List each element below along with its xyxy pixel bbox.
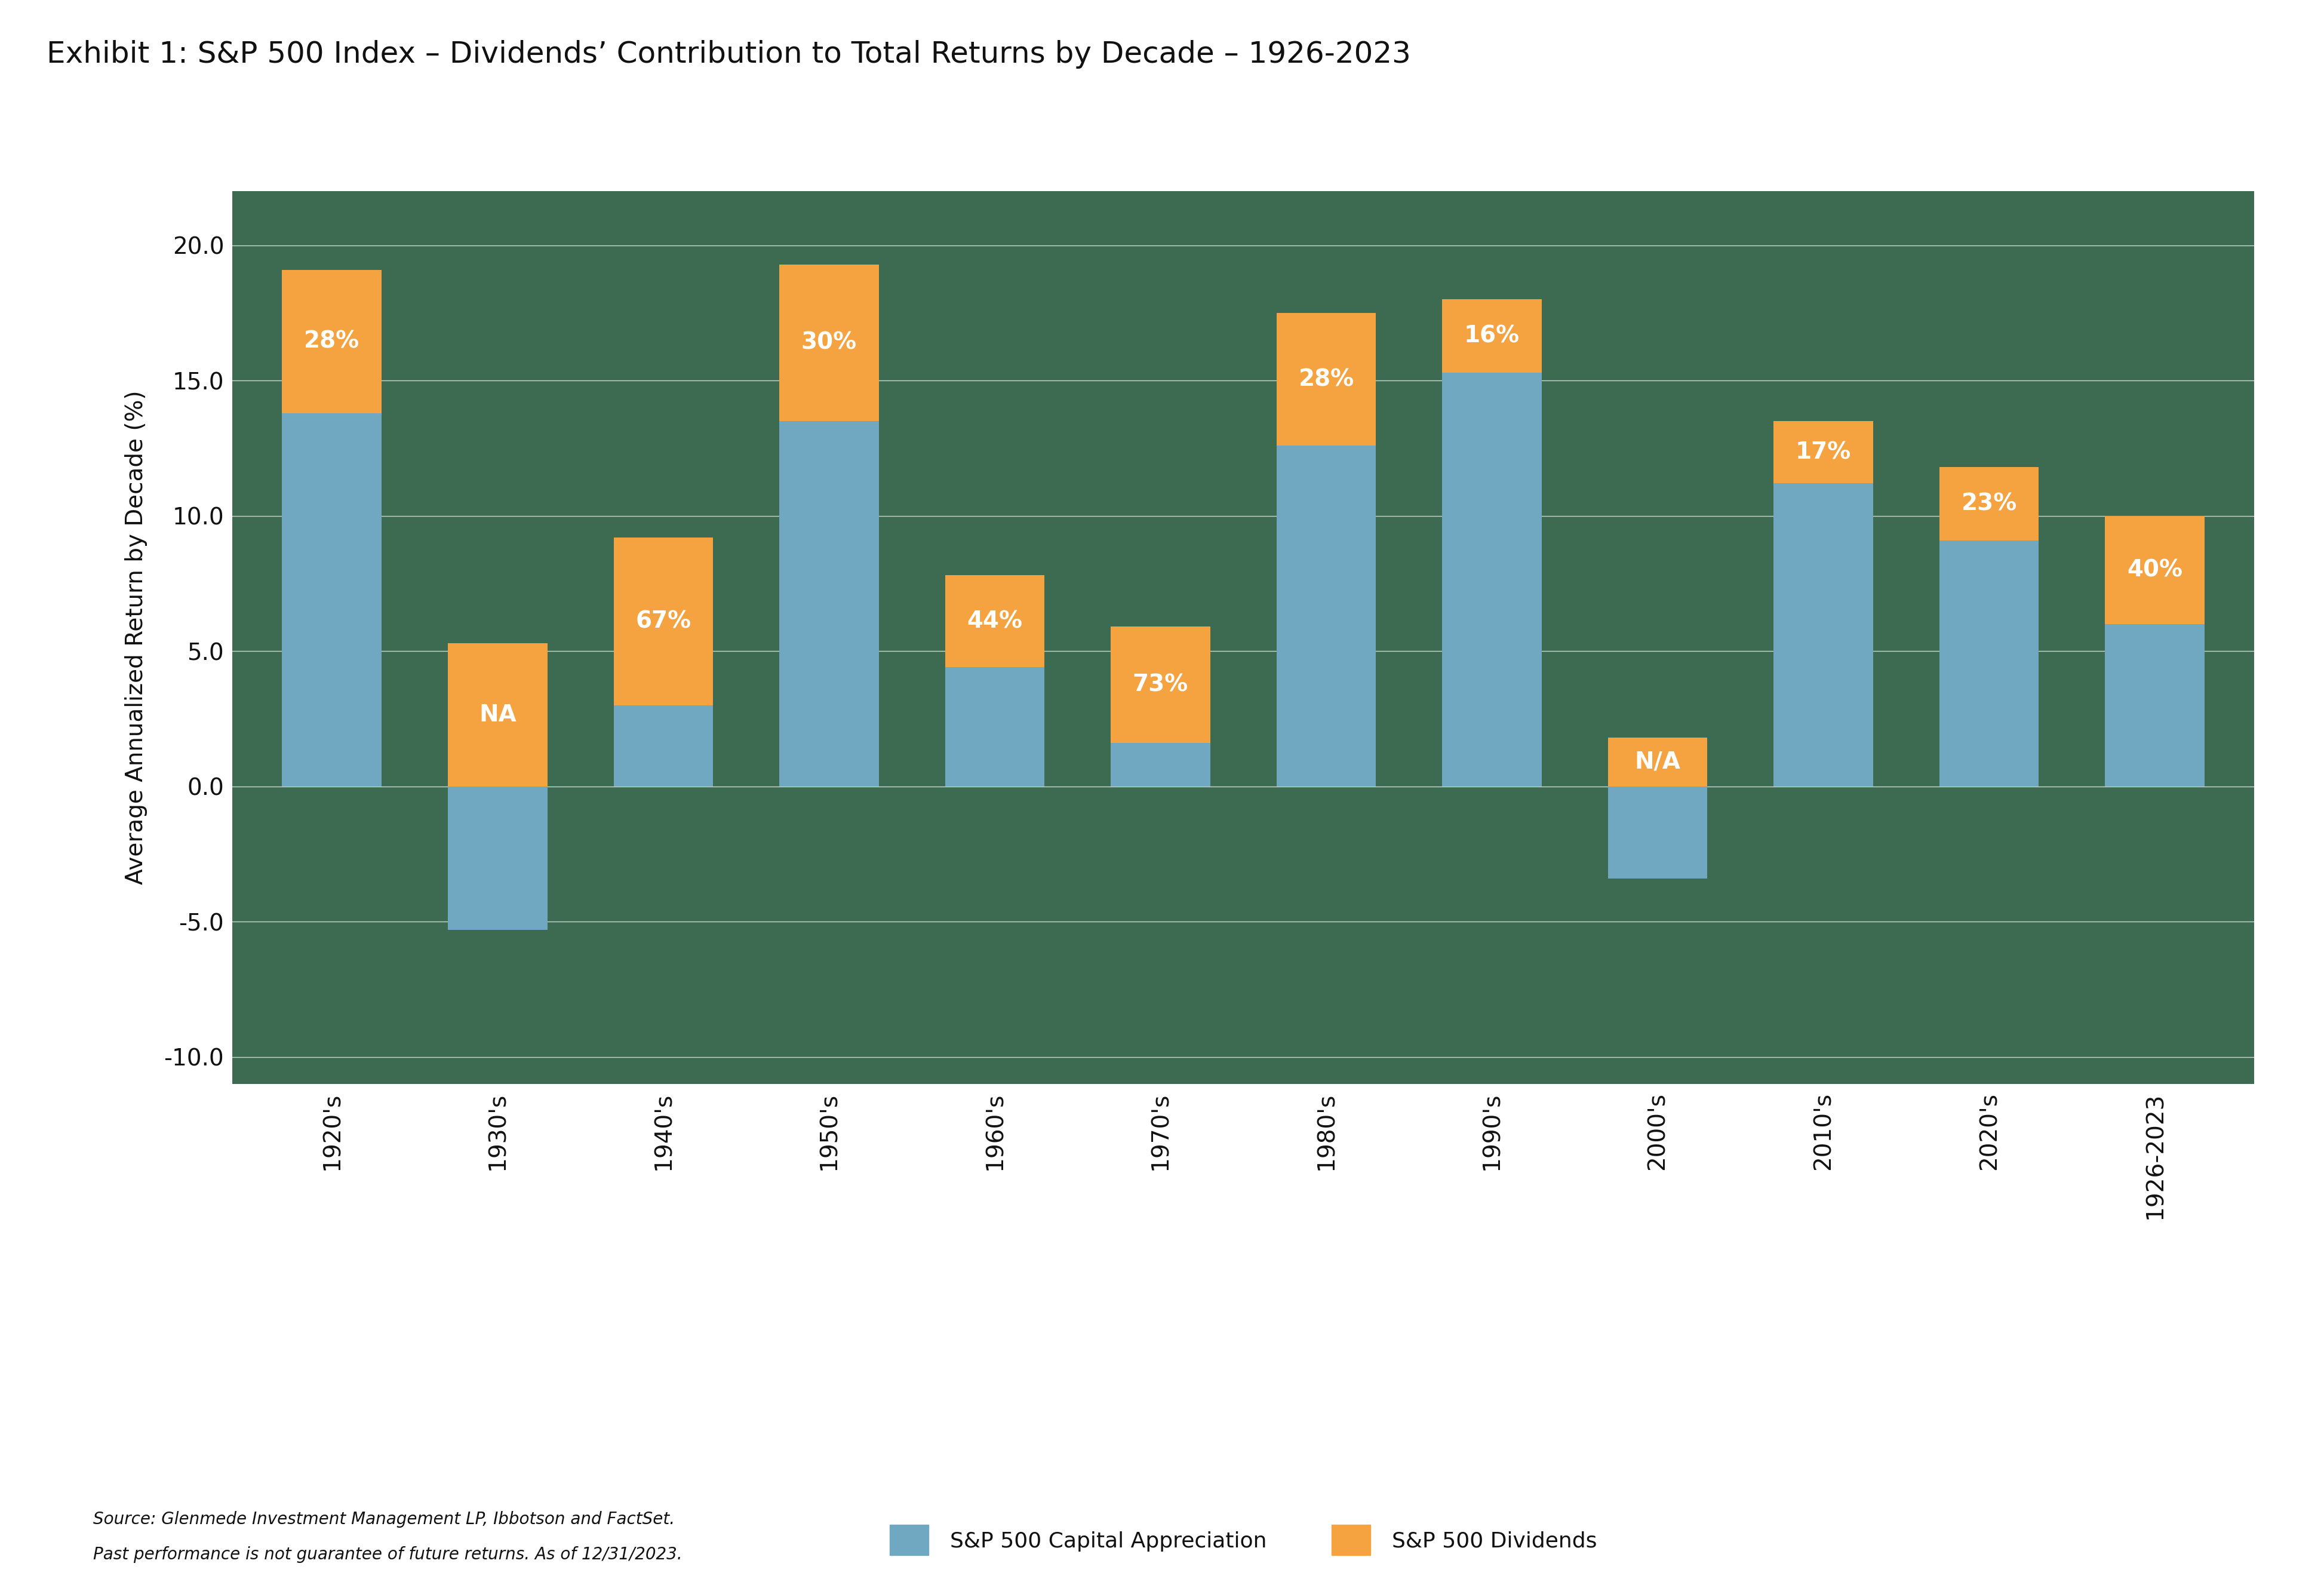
Bar <box>1276 446 1376 786</box>
Text: Source: Glenmede Investment Management LP, Ibbotson and FactSet.: Source: Glenmede Investment Management L… <box>93 1511 674 1527</box>
Bar <box>1773 483 1873 786</box>
Bar <box>779 421 878 786</box>
Bar <box>1608 786 1708 878</box>
Text: 28%: 28% <box>1299 368 1355 391</box>
Bar <box>614 537 713 705</box>
Bar <box>449 642 546 786</box>
Text: 28%: 28% <box>304 330 360 352</box>
Bar <box>281 413 381 786</box>
Bar <box>1608 738 1708 786</box>
Bar <box>946 668 1043 786</box>
Text: 40%: 40% <box>2126 558 2182 582</box>
Text: 16%: 16% <box>1464 325 1520 347</box>
Text: NA: NA <box>479 703 516 725</box>
Y-axis label: Average Annualized Return by Decade (%): Average Annualized Return by Decade (%) <box>125 391 146 885</box>
Bar <box>1111 743 1211 786</box>
Bar <box>281 269 381 413</box>
Bar <box>1276 312 1376 446</box>
Bar <box>1773 421 1873 483</box>
Bar <box>614 705 713 786</box>
Bar <box>1111 626 1211 743</box>
Text: 23%: 23% <box>1961 493 2017 515</box>
Bar <box>1941 467 2038 540</box>
Text: 17%: 17% <box>1796 442 1852 464</box>
Bar <box>449 786 546 929</box>
Bar <box>1443 300 1541 373</box>
Bar <box>2106 625 2205 786</box>
Text: N/A: N/A <box>1634 751 1680 773</box>
Text: Past performance is not guarantee of future returns. As of 12/31/2023.: Past performance is not guarantee of fut… <box>93 1546 683 1562</box>
Legend: S&P 500 Capital Appreciation, S&P 500 Dividends: S&P 500 Capital Appreciation, S&P 500 Di… <box>881 1516 1606 1564</box>
Text: 73%: 73% <box>1132 674 1188 697</box>
Text: Exhibit 1: S&P 500 Index – Dividends’ Contribution to Total Returns by Decade – : Exhibit 1: S&P 500 Index – Dividends’ Co… <box>46 40 1411 69</box>
Text: 67%: 67% <box>634 611 690 633</box>
Bar <box>2106 516 2205 625</box>
Bar <box>779 265 878 421</box>
Bar <box>1941 540 2038 786</box>
Bar <box>1443 373 1541 786</box>
Text: 30%: 30% <box>802 332 858 354</box>
Bar <box>946 575 1043 668</box>
Text: 44%: 44% <box>967 611 1023 633</box>
